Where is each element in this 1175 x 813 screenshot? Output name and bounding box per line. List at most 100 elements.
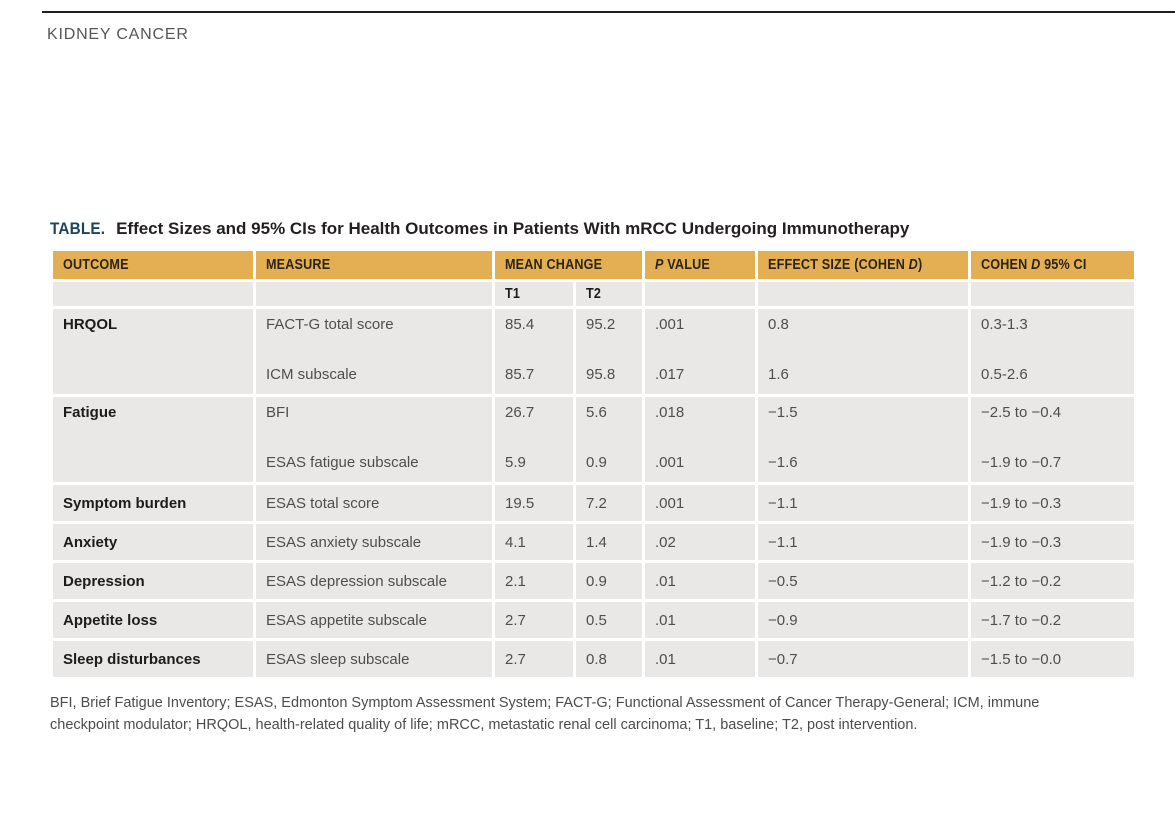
- measure-value: ESAS fatigue subscale: [266, 454, 419, 471]
- p-value: .01: [655, 572, 676, 590]
- outcome-label: Depression: [63, 572, 145, 590]
- subheader-row: T1 T2: [50, 279, 1138, 309]
- outcome-label: Appetite loss: [63, 611, 158, 629]
- measure-cell: ESAS appetite subscale: [253, 599, 495, 641]
- p-value: .01: [655, 611, 676, 629]
- effect-value: 1.6: [768, 366, 789, 383]
- t1-cell: 85.4 85.7: [492, 306, 576, 397]
- outcome-cell: Fatigue: [50, 394, 256, 485]
- ci-value: −1.7 to −0.2: [981, 611, 1062, 629]
- p-cell: .01: [642, 560, 759, 602]
- column-header-p-value: P VALUE: [642, 248, 759, 282]
- subheader-t2: T2: [572, 279, 646, 309]
- measure-value: ESAS sleep subscale: [266, 650, 410, 668]
- t2-value: 1.4: [586, 533, 607, 551]
- t2-cell: 0.9: [572, 560, 646, 602]
- ci-value: 0.5-2.6: [981, 366, 1028, 383]
- t2-cell: 0.8: [572, 638, 646, 680]
- p-italic: P: [655, 257, 664, 273]
- table-row: HRQOL FACT-G total score ICM subscale 85.4 8…: [50, 306, 1138, 397]
- t1-value: 2.1: [505, 572, 526, 590]
- ci-cell: −2.5 to −0.4 −1.9 to −0.7: [968, 394, 1138, 485]
- top-rule-divider: [42, 11, 1175, 13]
- table-row: Symptom burden ESAS total score 19.5 7.2 .00…: [50, 482, 1138, 524]
- effect-value: −1.6: [768, 454, 798, 471]
- column-header-mean-change: MEAN CHANGE: [491, 248, 646, 282]
- outcome-label: Fatigue: [63, 404, 117, 421]
- measure-cell: FACT-G total score ICM subscale: [253, 306, 495, 397]
- outcome-cell: Depression: [50, 560, 256, 602]
- empty-cell: [755, 279, 972, 309]
- t2-cell: 1.4: [572, 521, 646, 563]
- table-body: HRQOL FACT-G total score ICM subscale 85.4 8…: [50, 306, 1138, 680]
- outcome-cell: Appetite loss: [50, 599, 256, 641]
- t1-cell: 26.7 5.9: [492, 394, 576, 485]
- t1-value: 26.7: [505, 404, 535, 421]
- ci-cell: −1.2 to −0.2: [968, 560, 1138, 602]
- table-footnote: BFI, Brief Fatigue Inventory; ESAS, Edmo…: [50, 695, 1040, 733]
- section-header: KIDNEY CANCER: [47, 26, 189, 43]
- effect-value: −1.5: [768, 404, 798, 421]
- t1-cell: 19.5: [492, 482, 576, 524]
- table-row: Sleep disturbances ESAS sleep subscale 2.7…: [50, 638, 1138, 680]
- p-cell: .01: [642, 638, 759, 680]
- column-header-cohen-ci-label: COHEN D 95% CI: [981, 257, 1087, 273]
- t1-value: 5.9: [505, 454, 526, 471]
- p-rest: VALUE: [667, 257, 710, 273]
- ci-d-italic: D: [1031, 257, 1041, 273]
- t2-cell: 0.5: [572, 599, 646, 641]
- t1-cell: 2.1: [492, 560, 576, 602]
- outcome-cell: HRQOL: [50, 306, 256, 397]
- measure-value: ESAS total score: [266, 494, 380, 512]
- effect-value: −0.5: [768, 572, 798, 590]
- p-value: .001: [655, 494, 685, 512]
- effect-cell: −1.1: [755, 482, 972, 524]
- ci-cell: −1.5 to −0.0: [968, 638, 1138, 680]
- table-title-text: Effect Sizes and 95% CIs for Health Outc…: [116, 219, 910, 238]
- ci-cell: 0.3-1.3 0.5-2.6: [968, 306, 1138, 397]
- table-header: OUTCOME MEASURE MEAN CHANGE P VALUE EFFE…: [50, 248, 1138, 309]
- t2-value: 7.2: [586, 494, 607, 512]
- p-value: .01: [655, 650, 676, 668]
- p-cell: .001: [642, 482, 759, 524]
- effect-cell: −1.5 −1.6: [755, 394, 972, 485]
- t1-value: 2.7: [505, 650, 526, 668]
- t1-cell: 4.1: [492, 521, 576, 563]
- effect-pre: EFFECT SIZE (COHEN: [768, 257, 906, 273]
- column-header-measure-label: MEASURE: [266, 257, 331, 273]
- measure-cell: ESAS anxiety subscale: [253, 521, 495, 563]
- p-value: .017: [655, 366, 685, 383]
- outcome-label: Symptom burden: [63, 494, 187, 512]
- empty-cell: [642, 279, 759, 309]
- ci-value: −1.2 to −0.2: [981, 572, 1062, 590]
- outcome-cell: Symptom burden: [50, 482, 256, 524]
- outcome-label: HRQOL: [63, 316, 118, 333]
- column-header-cohen-ci: COHEN D 95% CI: [968, 248, 1138, 282]
- ci-value: −2.5 to −0.4: [981, 404, 1062, 421]
- empty-cell: [50, 279, 256, 309]
- t2-label: T2: [586, 286, 602, 302]
- effect-value: −0.9: [768, 611, 798, 629]
- effect-cell: 0.8 1.6: [755, 306, 972, 397]
- ci-cell: −1.9 to −0.3: [968, 521, 1138, 563]
- t2-value: 0.8: [586, 650, 607, 668]
- t1-value: 85.7: [505, 366, 535, 383]
- column-header-outcome: OUTCOME: [50, 248, 256, 282]
- measure-value: ESAS depression subscale: [266, 572, 447, 590]
- t2-value: 0.9: [586, 454, 607, 471]
- t2-value: 0.5: [586, 611, 607, 629]
- t1-value: 2.7: [505, 611, 526, 629]
- ci-value: −1.9 to −0.3: [981, 494, 1062, 512]
- table-row: Depression ESAS depression subscale 2.1 0.9…: [50, 560, 1138, 602]
- measure-cell: BFI ESAS fatigue subscale: [253, 394, 495, 485]
- p-value: .001: [655, 316, 685, 333]
- ci-cell: −1.7 to −0.2: [968, 599, 1138, 641]
- measure-cell: ESAS sleep subscale: [253, 638, 495, 680]
- empty-cell: [968, 279, 1138, 309]
- measure-value: ESAS appetite subscale: [266, 611, 427, 629]
- t2-cell: 95.2 95.8: [572, 306, 646, 397]
- p-cell: .02: [642, 521, 759, 563]
- t1-cell: 2.7: [492, 599, 576, 641]
- effect-cell: −1.1: [755, 521, 972, 563]
- ci-post: 95% CI: [1044, 257, 1087, 273]
